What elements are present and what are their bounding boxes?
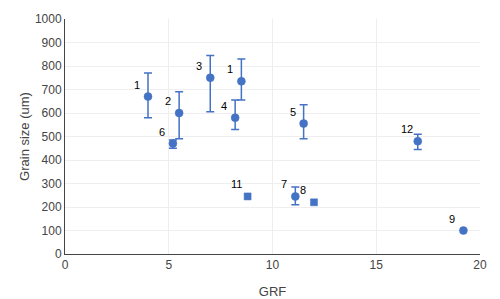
svg-text:Grain size (um): Grain size (um): [17, 92, 32, 181]
svg-text:10: 10: [266, 258, 280, 272]
svg-text:5: 5: [165, 258, 172, 272]
svg-text:1000: 1000: [35, 12, 62, 26]
svg-text:8: 8: [300, 184, 306, 196]
svg-text:0: 0: [55, 247, 62, 261]
svg-text:20: 20: [473, 258, 487, 272]
svg-text:2: 2: [165, 95, 171, 107]
svg-text:15: 15: [370, 258, 384, 272]
svg-text:400: 400: [42, 153, 62, 167]
svg-text:1: 1: [227, 63, 233, 75]
svg-text:700: 700: [42, 83, 62, 97]
svg-text:600: 600: [42, 106, 62, 120]
svg-text:6: 6: [159, 126, 165, 138]
svg-text:0: 0: [62, 258, 69, 272]
svg-text:800: 800: [42, 59, 62, 73]
svg-text:12: 12: [401, 123, 413, 135]
svg-text:300: 300: [42, 177, 62, 191]
svg-text:9: 9: [449, 213, 455, 225]
svg-text:3: 3: [196, 60, 202, 72]
svg-text:200: 200: [42, 200, 62, 214]
svg-text:900: 900: [42, 36, 62, 50]
svg-text:11: 11: [231, 178, 242, 190]
svg-text:1: 1: [134, 79, 140, 91]
svg-text:5: 5: [290, 106, 296, 118]
svg-text:4: 4: [221, 100, 227, 112]
svg-text:100: 100: [42, 224, 62, 238]
svg-text:7: 7: [281, 178, 287, 190]
svg-text:GRF: GRF: [259, 284, 287, 299]
svg-text:500: 500: [42, 130, 62, 144]
